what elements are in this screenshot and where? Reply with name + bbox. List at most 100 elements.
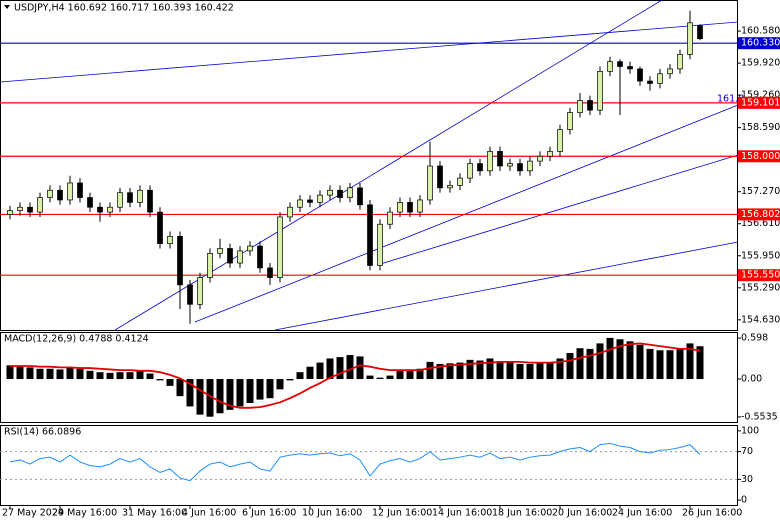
macd-bar (16, 366, 24, 380)
macd-bar (36, 368, 44, 380)
macd-bar (646, 348, 654, 380)
candle-body (157, 211, 163, 244)
level-label-box (738, 208, 780, 221)
candle-body (207, 252, 213, 278)
macd-bar (66, 368, 74, 380)
candle-body (377, 223, 383, 266)
macd-bar (626, 341, 634, 380)
x-tick-label: 26 Jun 16:00 (682, 508, 742, 519)
macd-bar (456, 362, 464, 380)
level-label: 160.330 (741, 38, 780, 49)
macd-bar (46, 368, 54, 380)
candle-body (197, 277, 203, 305)
candle-body (147, 189, 153, 213)
candle-body (307, 199, 313, 203)
candle-body (317, 194, 323, 203)
macd-bar (426, 361, 434, 380)
y-tick-label: 0.598 (741, 333, 768, 344)
candle-body (567, 112, 573, 130)
candle-body (47, 189, 53, 198)
x-tick-label: 4 Jun 16:00 (182, 508, 236, 519)
candle-body (557, 129, 563, 152)
candle-body (227, 248, 233, 264)
macd-bar (156, 379, 164, 381)
macd-bar (356, 356, 364, 380)
candle-body (447, 185, 453, 189)
macd-bar (596, 343, 604, 380)
macd-bar (666, 350, 674, 380)
macd-bar (236, 379, 244, 407)
candle-body (437, 165, 443, 189)
macd-bar (556, 358, 564, 380)
y-tick-label: 160.580 (741, 26, 780, 37)
candle-body (667, 68, 673, 75)
level-label-box (738, 96, 780, 109)
y-tick-label: 155.950 (741, 250, 780, 261)
trend-line (0, 21, 739, 83)
macd-bar (176, 379, 184, 397)
candle-body (487, 151, 493, 172)
macd-bar (466, 359, 474, 380)
macd-bar (86, 370, 94, 380)
candle-body (627, 66, 633, 70)
candle-body (37, 197, 43, 213)
candle-body (217, 248, 223, 254)
x-tick-label: 20 Jun 16:00 (552, 508, 612, 519)
macd-bar (616, 339, 624, 380)
rsi-title: RSI(14) 66.0896 (4, 427, 81, 438)
macd-bar (106, 372, 114, 380)
x-tick-label: 29 May 16:00 (52, 508, 117, 519)
candle-body (387, 211, 393, 225)
macd-bar (126, 372, 134, 380)
macd-bar (656, 350, 664, 380)
macd-bar (586, 348, 594, 380)
macd-bar (146, 373, 154, 380)
macd-bar (206, 379, 214, 417)
candle-body (657, 73, 663, 84)
candle-body (517, 163, 523, 172)
candle-body (267, 267, 273, 278)
level-label: 156.802 (741, 209, 780, 220)
candle-body (497, 151, 503, 167)
macd-bar (366, 375, 374, 380)
candle-body (647, 80, 653, 84)
signal-line (10, 342, 701, 409)
macd-bar (386, 375, 394, 380)
x-tick-label: 6 Jun 16:00 (242, 508, 296, 519)
x-tick-label: 31 May 16:00 (122, 508, 187, 519)
candle-body (247, 245, 253, 252)
candle-body (477, 163, 483, 172)
candle-body (67, 182, 73, 201)
chart-title: USDJPY,H4 160.692 160.717 160.393 160.42… (14, 3, 234, 14)
level-label: 159.101 (741, 97, 780, 108)
y-tick-label: 157.270 (741, 186, 780, 197)
candle-body (117, 192, 123, 208)
candle-body (7, 210, 13, 215)
macd-bar (6, 365, 14, 380)
macd-title: MACD(12,26,9) 0.4788 0.4124 (4, 334, 149, 345)
x-tick-label: 27 May 2024 (2, 508, 64, 519)
macd-bar (506, 361, 514, 380)
x-tick-label: 12 Jun 16:00 (372, 508, 432, 519)
macd-bar (196, 379, 204, 415)
x-tick-label: 10 Jun 16:00 (302, 508, 362, 519)
macd-bar (266, 379, 274, 399)
trend-line (194, 104, 739, 323)
candle-body (597, 70, 603, 111)
candle-body (367, 204, 373, 266)
macd-bar (286, 379, 294, 381)
candle-body (337, 189, 343, 198)
candle-body (237, 250, 243, 264)
candle-body (107, 206, 113, 213)
candle-body (57, 189, 63, 201)
macd-bar (376, 377, 384, 380)
macd-bar (436, 363, 444, 380)
macd-bar (226, 379, 234, 410)
macd-bar (576, 348, 584, 380)
level-label: 158.000 (741, 151, 780, 162)
macd-bar (306, 366, 314, 380)
macd-bar (276, 379, 284, 390)
macd-bar (486, 358, 494, 380)
candle-body (417, 199, 423, 213)
